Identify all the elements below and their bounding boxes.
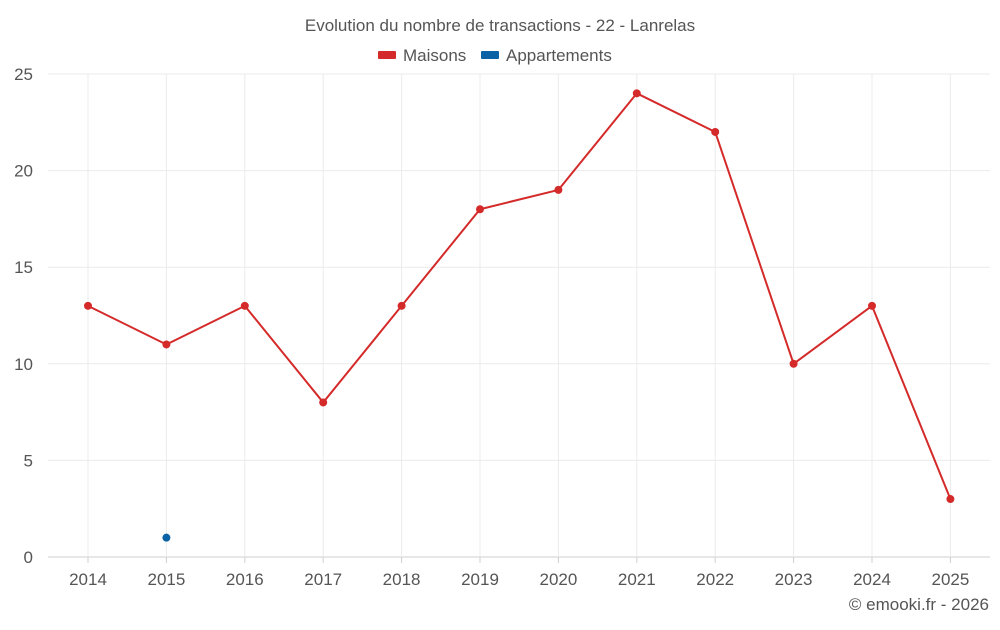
legend-swatch-appartements: [481, 51, 499, 59]
x-tick-label: 2025: [931, 570, 969, 589]
y-tick-label: 0: [24, 548, 33, 567]
x-tick-label: 2023: [775, 570, 813, 589]
legend-label-maisons: Maisons: [403, 46, 466, 65]
x-tick-label: 2017: [304, 570, 342, 589]
x-tick-label: 2021: [618, 570, 656, 589]
data-point-maisons-2022[interactable]: [711, 127, 720, 136]
data-point-maisons-2015[interactable]: [162, 340, 171, 349]
x-tick-label: 2022: [696, 570, 734, 589]
data-point-appartements-2015[interactable]: [162, 533, 171, 542]
data-point-maisons-2019[interactable]: [476, 205, 484, 214]
y-tick-label: 5: [24, 451, 33, 470]
grid: [48, 73, 990, 563]
legend-label-appartements: Appartements: [506, 46, 612, 65]
y-tick-label: 20: [14, 162, 33, 181]
series-points: [84, 89, 955, 542]
x-tick-label: 2016: [226, 570, 264, 589]
x-tick-label: 2020: [539, 570, 577, 589]
data-point-maisons-2016[interactable]: [240, 301, 249, 310]
x-tick-label: 2019: [461, 570, 499, 589]
data-point-maisons-2025[interactable]: [946, 495, 955, 504]
legend-swatch-maisons: [378, 51, 396, 59]
x-tick-label: 2014: [69, 570, 107, 589]
series-lines: [87, 92, 952, 500]
data-point-maisons-2018[interactable]: [397, 301, 406, 310]
x-tick-label: 2024: [853, 570, 891, 589]
data-point-maisons-2024[interactable]: [868, 301, 876, 310]
x-tick-label: 2018: [383, 570, 421, 589]
y-axis-ticks: 0 5 10 15 20 25: [14, 65, 33, 567]
legend: Maisons Appartements: [378, 46, 612, 65]
series-line-maisons: [87, 92, 952, 500]
data-point-maisons-2020[interactable]: [554, 185, 563, 194]
data-point-maisons-2023[interactable]: [789, 359, 798, 368]
y-tick-label: 10: [14, 355, 33, 374]
y-tick-label: 25: [14, 65, 33, 84]
data-point-maisons-2014[interactable]: [84, 301, 92, 310]
footer-credit: © emooki.fr - 2026: [849, 595, 989, 614]
y-tick-label: 15: [14, 258, 33, 277]
x-tick-label: 2015: [147, 570, 185, 589]
legend-item-maisons[interactable]: Maisons: [378, 46, 466, 65]
legend-item-appartements[interactable]: Appartements: [481, 46, 612, 65]
data-point-maisons-2021[interactable]: [632, 89, 641, 98]
x-axis-ticks: 2014 2015 2016 2017 2018 2019 2020 2021 2022 2023…: [69, 570, 969, 589]
chart-title: Evolution du nombre de transactions - 22…: [305, 16, 695, 35]
data-point-maisons-2017[interactable]: [319, 398, 328, 407]
